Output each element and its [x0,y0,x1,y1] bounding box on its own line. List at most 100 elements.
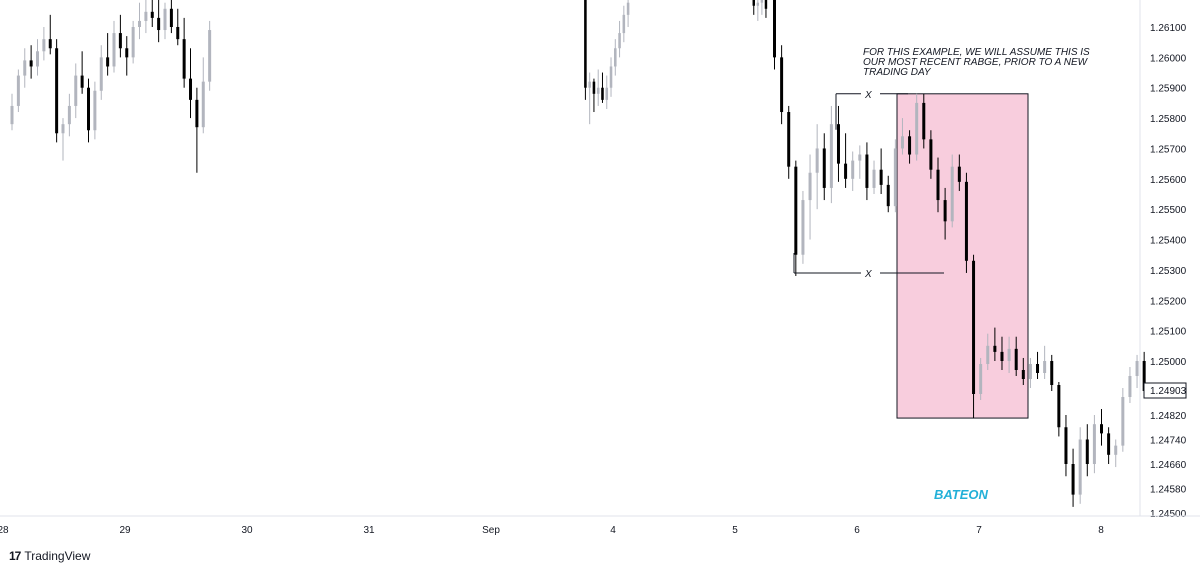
candle-body [189,78,193,100]
candle-body [844,163,848,179]
candle-body [67,105,71,125]
range-high-marker: X [864,90,872,101]
candle-body [601,87,604,100]
candle-body [201,81,205,128]
candle-body [908,136,912,155]
candle-body [1121,397,1125,446]
candle-body [16,75,20,106]
price-tick-label: 1.26000 [1150,53,1187,64]
candle-body [99,57,103,91]
time-axis[interactable]: 28 29 30 31 Sep 4 5 6 7 8 [0,525,1104,536]
candle-body [138,20,142,27]
candle-body [1128,376,1132,397]
candle-body [112,33,116,67]
candle-body [176,27,180,40]
candle-body [29,60,33,67]
price-tick-label: 1.24580 [1150,485,1187,496]
candle-body [48,39,52,49]
candle-body [1050,361,1054,385]
candle-body [829,124,833,188]
candle-body [592,81,596,94]
candle-body [87,87,91,131]
candle-body [915,102,919,155]
candle-body [986,345,990,364]
candle-body [872,169,876,188]
candle-body [150,11,154,18]
time-tick-label: 31 [363,525,375,536]
candle-body [36,51,40,67]
price-tick-label: 1.25000 [1150,357,1187,368]
candle-body [801,200,805,255]
time-tick-label: 4 [610,525,616,536]
candle-body [964,181,968,261]
annotation-note-line: OUR MOST RECENT RABGE, PRIOR TO A NEW [863,57,1089,68]
watermark-text: BATEON [934,487,989,502]
time-tick-label: 7 [976,525,982,536]
candle-body [879,169,883,185]
candle-body [61,124,65,134]
candle-body [1092,424,1096,464]
range-low-marker: X [864,269,872,280]
candle-body [1028,364,1032,379]
candle-body [157,17,161,31]
price-tick-label: 1.25700 [1150,144,1187,155]
candle-body [929,139,933,170]
candle-body [605,87,609,100]
candle-body [957,166,961,182]
candle-body [1036,364,1040,373]
time-tick-label: 6 [854,525,860,536]
candle-body [584,0,587,88]
tradingview-logo-icon: 17 [9,549,21,563]
last-price-value: 1.24903 [1150,386,1187,397]
candle-body [42,39,46,52]
candle-body [760,0,764,3]
candle-body [106,57,110,67]
candle-body [780,57,784,113]
candle-body [764,0,768,9]
candle-body [1114,445,1118,455]
candle-body [858,154,862,161]
candle-body [55,48,59,134]
tradingview-logo[interactable]: 17 TradingView [9,549,90,563]
time-tick-label: 5 [732,525,738,536]
candle-body [163,8,167,31]
candles-layer [10,0,1146,507]
candle-body [756,2,760,6]
candle-body [1007,348,1011,361]
candle-body [169,8,173,27]
candle-body [972,260,976,394]
price-tick-label: 1.25200 [1150,296,1187,307]
candle-body [886,184,890,207]
time-tick-label: 29 [119,525,131,536]
time-tick-label: Sep [482,525,500,536]
candle-body [1142,361,1146,391]
price-tick-label: 1.25300 [1150,266,1187,277]
price-tick-label: 1.25600 [1150,175,1187,186]
price-tick-label: 1.24660 [1150,460,1187,471]
candle-body [950,166,954,222]
candle-body [618,33,621,49]
candle-body [118,33,122,49]
candle-body [1064,427,1068,464]
price-tick-label: 1.25400 [1150,236,1187,247]
time-tick-label: 8 [1098,525,1104,536]
price-axis[interactable]: 1.26100 1.26000 1.25900 1.25800 1.25700 1.256… [1150,23,1187,520]
candle-body [808,172,812,201]
candle-body [893,148,897,207]
candle-body [609,66,613,88]
price-tick-label: 1.25800 [1150,114,1187,125]
price-tick-label: 1.25500 [1150,205,1187,216]
candle-body [614,48,617,67]
candle-body [1057,385,1061,428]
candle-body [993,345,997,352]
annotation-layer: X X FOR THIS EXAMPLE, WE WILL ASSUME THIS … [793,47,1090,502]
candle-body [943,200,947,222]
candle-body [836,124,840,164]
candle-body [23,60,27,76]
candle-body [195,99,199,128]
candle-body [596,87,600,94]
candle-body [773,0,776,58]
price-tick-label: 1.25100 [1150,327,1187,338]
candle-body [626,2,630,15]
